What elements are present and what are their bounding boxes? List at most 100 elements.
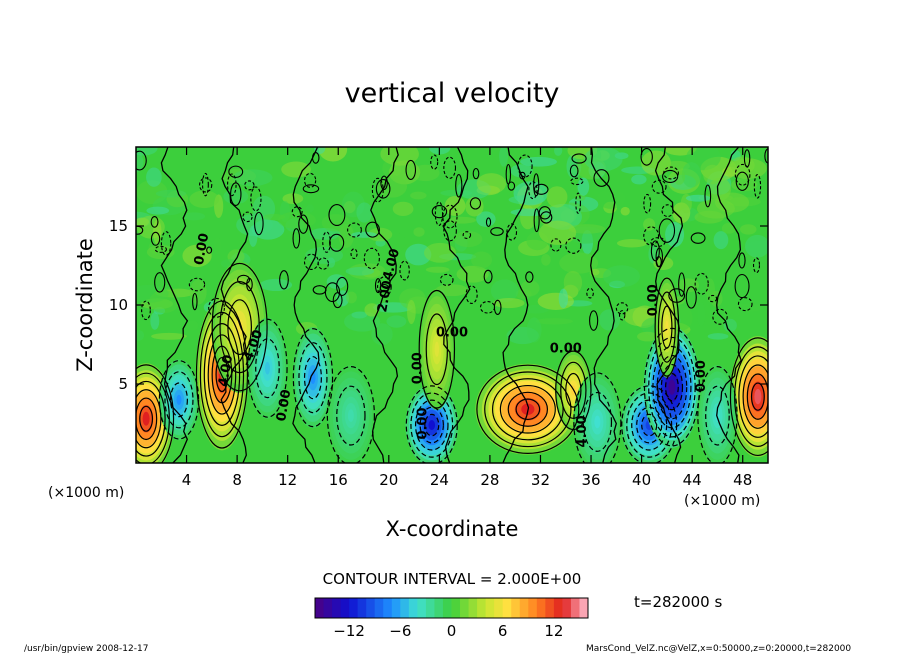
velocity-cell xyxy=(729,335,768,458)
texture-blob xyxy=(602,265,641,288)
contour-line xyxy=(298,342,328,414)
texture-blob xyxy=(345,291,357,304)
cell-band xyxy=(264,361,270,375)
colorbar-tick-label: −6 xyxy=(389,622,411,640)
contour-line xyxy=(618,310,626,321)
contour-line xyxy=(250,186,262,212)
texture-blob xyxy=(405,243,432,266)
velocity-cell xyxy=(418,288,456,410)
contour-line xyxy=(565,372,582,408)
contour-line xyxy=(154,272,166,293)
contour-line xyxy=(336,276,349,296)
contour-line xyxy=(443,220,457,242)
contour-line xyxy=(136,389,162,449)
contour-line xyxy=(750,382,765,411)
contour-line xyxy=(199,311,245,438)
contour-line xyxy=(506,223,518,241)
contour-line xyxy=(414,399,449,451)
texture-blob xyxy=(637,331,658,342)
contour-line xyxy=(507,181,516,191)
contour-line xyxy=(655,247,664,268)
colorbar-band xyxy=(477,598,486,618)
contour-line xyxy=(247,318,288,418)
cell-band xyxy=(668,379,676,395)
contour-line xyxy=(136,397,158,441)
texture-blob xyxy=(620,206,630,216)
texture-blob xyxy=(599,309,621,331)
contour-line xyxy=(555,350,592,431)
contour-label: 4.00 xyxy=(216,354,236,388)
zero-contour-line xyxy=(590,147,617,463)
texture-blob xyxy=(643,218,656,231)
contour-line xyxy=(371,177,384,203)
colorbar-ticks: −12 −6 0 6 12 xyxy=(333,622,563,640)
colorbar-band xyxy=(357,598,367,618)
x-tick-label: 16 xyxy=(329,471,348,489)
texture-blob xyxy=(182,244,212,268)
texture-blob xyxy=(465,196,484,217)
cell-band xyxy=(434,341,440,357)
texture-blob xyxy=(471,251,493,269)
velocity-cell xyxy=(247,317,288,419)
velocity-cell xyxy=(405,384,459,463)
contour-line xyxy=(668,288,686,303)
x-tick-label: 28 xyxy=(480,471,499,489)
contour-line xyxy=(303,253,319,271)
contour-line xyxy=(375,179,391,199)
contour-label: 0.00 xyxy=(436,326,468,341)
zero-contour-line xyxy=(160,147,189,463)
colorbar-band xyxy=(570,598,580,618)
colorbar: −12 −6 0 6 12 xyxy=(314,597,589,640)
contour-line xyxy=(742,364,768,429)
y-axis-ticks: 5 10 15 xyxy=(109,217,768,393)
contour-interval: CONTOUR INTERVAL = 2.000E+00 xyxy=(323,570,582,588)
contour-line xyxy=(399,260,410,281)
texture-blob xyxy=(707,333,729,340)
contour-line xyxy=(643,226,660,246)
contour-line xyxy=(648,336,696,438)
texture-blob xyxy=(685,194,711,202)
contour-line xyxy=(304,172,317,188)
texture-blob xyxy=(262,213,286,221)
texture-blob xyxy=(182,212,206,221)
texture-blob xyxy=(146,206,170,215)
texture-blob xyxy=(730,156,755,175)
cell-band xyxy=(142,411,150,426)
texture-blob xyxy=(520,280,540,297)
contour-line xyxy=(227,299,253,356)
contour-label: 4.00 xyxy=(575,415,590,447)
texture-blob xyxy=(259,278,293,292)
texture-blob xyxy=(508,195,546,205)
contour-line xyxy=(573,372,622,463)
contour-line xyxy=(705,385,730,446)
contour-line xyxy=(533,208,540,233)
texture-blob xyxy=(392,201,414,217)
texture-blob xyxy=(723,318,737,333)
contour-line xyxy=(202,172,209,197)
contour-line xyxy=(586,287,594,299)
contour-line xyxy=(640,147,653,166)
colorbar-band xyxy=(340,598,350,618)
contour-label: 0.00 xyxy=(416,407,431,439)
contour-line xyxy=(658,218,676,243)
x-tick-label: 20 xyxy=(379,471,398,489)
contour-line xyxy=(169,382,188,418)
contour-line xyxy=(575,192,581,214)
zero-contour-line xyxy=(220,147,249,463)
contour-line xyxy=(206,246,213,254)
contour-line xyxy=(738,252,746,269)
texture-blob xyxy=(476,173,507,194)
contour-line xyxy=(215,356,229,393)
texture-blob xyxy=(510,164,533,178)
contour-line xyxy=(211,262,268,392)
contour-line xyxy=(154,245,168,253)
colorbar-band xyxy=(579,598,589,618)
texture-blob xyxy=(490,279,519,303)
contour-line xyxy=(525,271,534,283)
contour-line xyxy=(380,175,388,191)
contour-line xyxy=(292,328,334,428)
contour-line xyxy=(365,221,380,238)
texture-blob xyxy=(305,204,314,213)
colorbar-band xyxy=(391,598,401,618)
texture-blob xyxy=(356,202,373,223)
